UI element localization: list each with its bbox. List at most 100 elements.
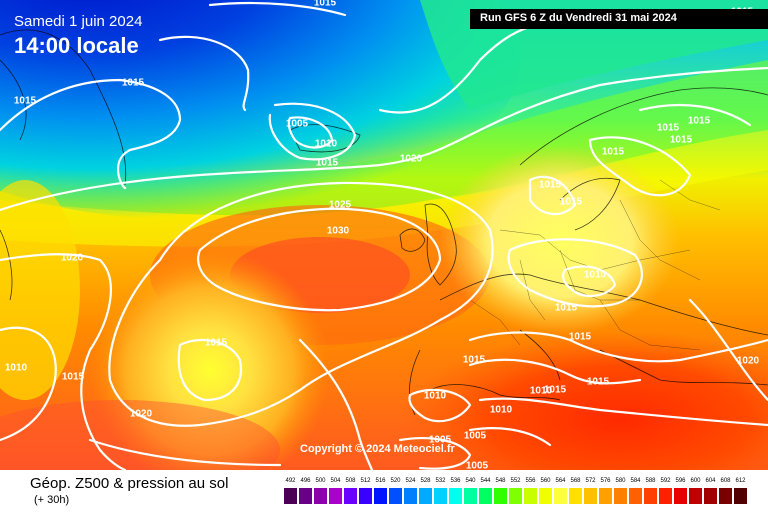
isobar-label: 1025 [329,200,352,211]
isobar-label: 1020 [61,253,84,264]
forecast-time: 14:00 locale [14,33,139,58]
legend-swatch [374,488,387,504]
isobar-label: 1005 [466,461,489,470]
forecast-lead-time: (+ 30h) [34,494,70,506]
isobars [0,1,768,470]
run-info-text: Run GFS 6 Z du Vendredi 31 mai 2024 [480,12,677,24]
legend-label: 536 [450,478,461,484]
legend-swatch [524,488,537,504]
legend-label: 584 [630,478,641,484]
isobar-label: 1015 [544,385,567,396]
isobar-label: 1005 [429,435,452,446]
legend-label: 572 [585,478,596,484]
isobar-label: 1010 [315,139,338,150]
legend-swatch [599,488,612,504]
legend-swatch [554,488,567,504]
legend-label: 544 [480,478,491,484]
legend-label: 520 [390,478,401,484]
legend-swatch [344,488,357,504]
legend-label: 588 [645,478,656,484]
legend-swatch [434,488,447,504]
isobar-label: 1020 [130,409,153,420]
legend-swatch [389,488,402,504]
color-scale-legend: 492 496 500 504 508 512 516 520 524 528 532 536 540 5… [284,478,752,510]
legend-label: 500 [315,478,326,484]
field-low-north [0,0,520,220]
legend-swatch [689,488,702,504]
isobar-label: 1015 [555,303,578,314]
legend-swatch [314,488,327,504]
legend-label: 592 [660,478,671,484]
legend-swatch [644,488,657,504]
field-hot-southwest [0,400,280,470]
legend-label: 496 [300,478,311,484]
isobar-label: 1015 [569,332,592,343]
isobar-label: 1015 [205,338,228,349]
legend-label: 528 [420,478,431,484]
legend-label: 596 [675,478,686,484]
legend-label: 512 [360,478,371,484]
isobar-label: 1015 [314,0,337,9]
legend-label: 568 [570,478,581,484]
map-canvas: 1015101510151015100510101015102010151015… [0,0,768,470]
legend-label: 580 [615,478,626,484]
run-info-box: Run GFS 6 Z du Vendredi 31 mai 2024 [470,9,768,29]
isobar-label: 1020 [737,356,760,367]
coastlines [0,29,768,416]
legend-swatch [329,488,342,504]
isobar-label: 1015 [122,78,145,89]
forecast-date: Samedi 1 juin 2024 [14,13,143,30]
legend-label: 508 [345,478,356,484]
isobar-label: 1005 [286,119,309,130]
isobar-label: 1010 [490,405,513,416]
legend-swatch [569,488,582,504]
legend-swatch [479,488,492,504]
legend-label: 548 [495,478,506,484]
legend-swatch [704,488,717,504]
legend-label: 532 [435,478,446,484]
isobar-label: 1010 [424,391,447,402]
legend-label: 576 [600,478,611,484]
isobar-label: 1010 [530,386,553,397]
isobar-label: 1030 [327,226,350,237]
isobar-label: 1015 [688,116,711,127]
legend-swatch [359,488,372,504]
isobar-label: 1005 [464,431,487,442]
legend-swatch [734,488,747,504]
legend-swatch [584,488,597,504]
legend-swatch [674,488,687,504]
legend-swatch [494,488,507,504]
copyright-text: Copyright © 2024 Meteociel.fr [300,443,455,455]
legend-label: 556 [525,478,536,484]
legend-label: 612 [735,478,746,484]
legend-swatch [629,488,642,504]
legend-label: 600 [690,478,701,484]
legend-label: 504 [330,478,341,484]
isobar-label: 1015 [316,158,339,169]
legend-swatch [509,488,522,504]
legend-label: 552 [510,478,521,484]
isobar-label: 1015 [14,96,37,107]
legend-label: 516 [375,478,386,484]
legend-label: 540 [465,478,476,484]
isobar-label: 1015 [463,355,486,366]
isobar-label: 1015 [560,197,583,208]
isobar-label: 1015 [670,135,693,146]
isobar-label: 1015 [539,180,562,191]
legend-label: 608 [720,478,731,484]
legend-label: 564 [555,478,566,484]
isobar-label: 1015 [62,372,85,383]
isobar-label: 1015 [587,377,610,388]
legend-swatch [419,488,432,504]
legend-label: 524 [405,478,416,484]
legend-swatch [284,488,297,504]
footer-bar: Géop. Z500 & pression au sol (+ 30h) 492… [0,470,768,512]
isobar-label: 1010 [584,270,607,281]
isobar-label: 1010 [5,363,28,374]
legend-label: 604 [705,478,716,484]
legend-swatch [659,488,672,504]
legend-swatch [539,488,552,504]
legend-label: 492 [285,478,296,484]
field-hot-southeast [400,330,768,470]
